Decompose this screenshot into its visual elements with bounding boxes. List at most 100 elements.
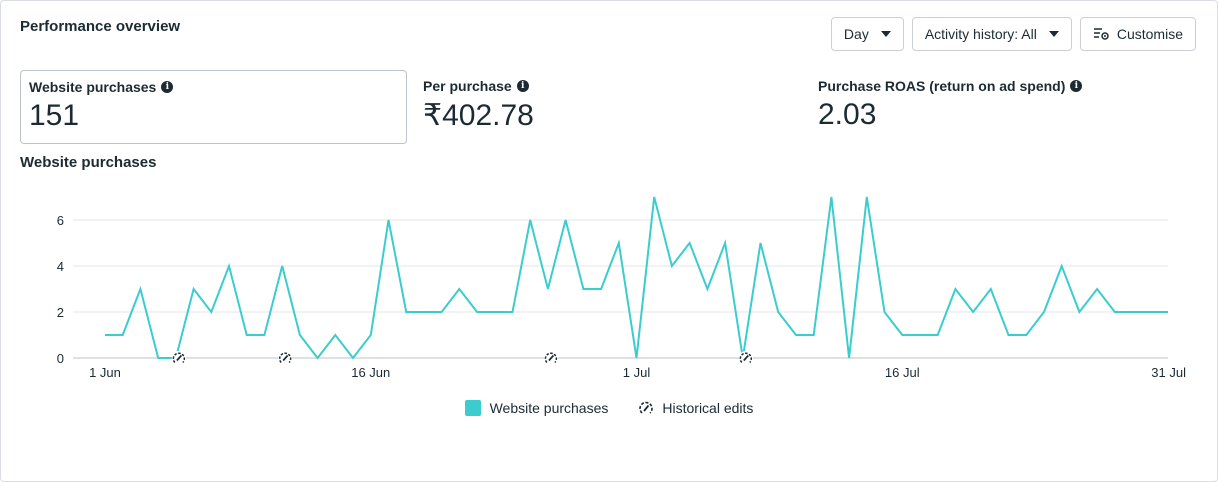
data-point xyxy=(1094,286,1100,292)
customise-button[interactable]: Customise xyxy=(1079,17,1196,51)
data-point xyxy=(722,240,728,246)
historical-edit-marker[interactable] xyxy=(543,351,558,365)
data-point xyxy=(864,194,870,200)
data-point xyxy=(102,332,108,338)
metric-value: ₹402.78 xyxy=(423,99,534,132)
info-icon[interactable]: i xyxy=(161,81,174,93)
line-chart: 0 2 4 6 1 Jun 16 Jun 1 Jul 16 Jul 31 Jul xyxy=(57,194,1186,380)
data-point xyxy=(669,263,675,269)
data-point xyxy=(439,309,445,315)
y-tick-label: 2 xyxy=(57,305,64,320)
data-point xyxy=(332,332,338,338)
y-tick-label: 4 xyxy=(57,259,64,274)
data-point xyxy=(1006,332,1012,338)
data-point xyxy=(545,286,551,292)
data-point xyxy=(1023,332,1029,338)
data-point xyxy=(1165,309,1171,315)
series-line-website-purchases xyxy=(105,196,1168,360)
data-point xyxy=(846,355,852,361)
metric-label: Website purchases xyxy=(29,79,157,95)
metric-value: 2.03 xyxy=(818,98,877,131)
data-point xyxy=(261,332,267,338)
data-point xyxy=(651,194,657,200)
metric-card-purchase-roas[interactable]: Purchase ROAS (return on ad spend) i 2.03 xyxy=(810,70,1190,144)
metric-label: Purchase ROAS (return on ad spend) xyxy=(818,78,1066,94)
caret-down-icon xyxy=(880,31,891,37)
data-point xyxy=(935,332,941,338)
data-point xyxy=(403,309,409,315)
metric-value: 151 xyxy=(29,99,80,132)
data-point xyxy=(155,355,161,361)
data-point xyxy=(811,332,817,338)
data-point xyxy=(1059,263,1065,269)
data-point xyxy=(775,309,781,315)
data-point xyxy=(315,355,321,361)
chart-title: Website purchases xyxy=(20,154,157,171)
page-title: Performance overview xyxy=(20,18,181,35)
data-point xyxy=(598,286,604,292)
x-tick-label: 31 Jul xyxy=(1151,365,1186,380)
data-point xyxy=(687,240,693,246)
info-icon[interactable]: i xyxy=(516,80,529,92)
series-swatch xyxy=(464,400,481,416)
legend-item-website-purchases[interactable]: Website purchases xyxy=(464,400,609,416)
day-dropdown[interactable]: Day xyxy=(830,17,904,51)
data-point xyxy=(1130,309,1136,315)
data-point xyxy=(527,217,533,223)
data-point xyxy=(704,286,710,292)
x-tick-label: 1 Jul xyxy=(623,365,651,380)
customise-label: Customise xyxy=(1116,26,1183,42)
legend-item-historical-edits[interactable]: Historical edits xyxy=(638,400,753,416)
data-point xyxy=(1076,309,1082,315)
day-dropdown-label: Day xyxy=(843,26,869,42)
data-point xyxy=(474,309,480,315)
data-point xyxy=(120,332,126,338)
data-point xyxy=(988,286,994,292)
data-point xyxy=(970,309,976,315)
chart-legend: Website purchases Historical edits xyxy=(0,400,1218,416)
data-point xyxy=(421,309,427,315)
y-tick-label: 0 xyxy=(57,351,64,366)
data-point xyxy=(793,332,799,338)
data-point xyxy=(634,355,640,361)
activity-history-dropdown[interactable]: Activity history: All xyxy=(911,17,1072,51)
toolbar: Day Activity history: All Customise xyxy=(830,17,1196,51)
data-point xyxy=(1112,309,1118,315)
data-point xyxy=(368,332,374,338)
data-point xyxy=(208,309,214,315)
data-point xyxy=(882,309,888,315)
data-point xyxy=(580,286,586,292)
data-point xyxy=(137,286,143,292)
historical-edit-marker[interactable] xyxy=(171,351,186,365)
data-point xyxy=(297,332,303,338)
data-point xyxy=(456,286,462,292)
data-point xyxy=(899,332,905,338)
metric-card-per-purchase[interactable]: Per purchase i ₹402.78 xyxy=(415,70,795,144)
data-point xyxy=(616,240,622,246)
data-point xyxy=(226,263,232,269)
data-point xyxy=(509,309,515,315)
data-point xyxy=(279,263,285,269)
data-point xyxy=(1147,309,1153,315)
data-point xyxy=(244,332,250,338)
caret-down-icon xyxy=(1048,31,1059,37)
metric-card-website-purchases[interactable]: Website purchases i 151 xyxy=(20,70,407,144)
data-point xyxy=(563,217,569,223)
historical-edit-marker[interactable] xyxy=(278,351,293,365)
data-point xyxy=(758,240,764,246)
activity-history-label: Activity history: All xyxy=(924,26,1037,42)
legend-label: Historical edits xyxy=(662,400,754,416)
info-icon[interactable]: i xyxy=(1070,80,1083,92)
columns-settings-icon xyxy=(1093,28,1109,40)
historical-edit-marker[interactable] xyxy=(738,351,753,365)
x-tick-label: 16 Jul xyxy=(885,365,920,380)
data-point xyxy=(917,332,923,338)
data-point xyxy=(492,309,498,315)
legend-label: Website purchases xyxy=(489,400,609,416)
data-point xyxy=(1041,309,1047,315)
data-point xyxy=(350,355,356,361)
historical-edit-icon xyxy=(639,401,654,414)
data-point xyxy=(191,286,197,292)
data-point xyxy=(828,194,834,200)
